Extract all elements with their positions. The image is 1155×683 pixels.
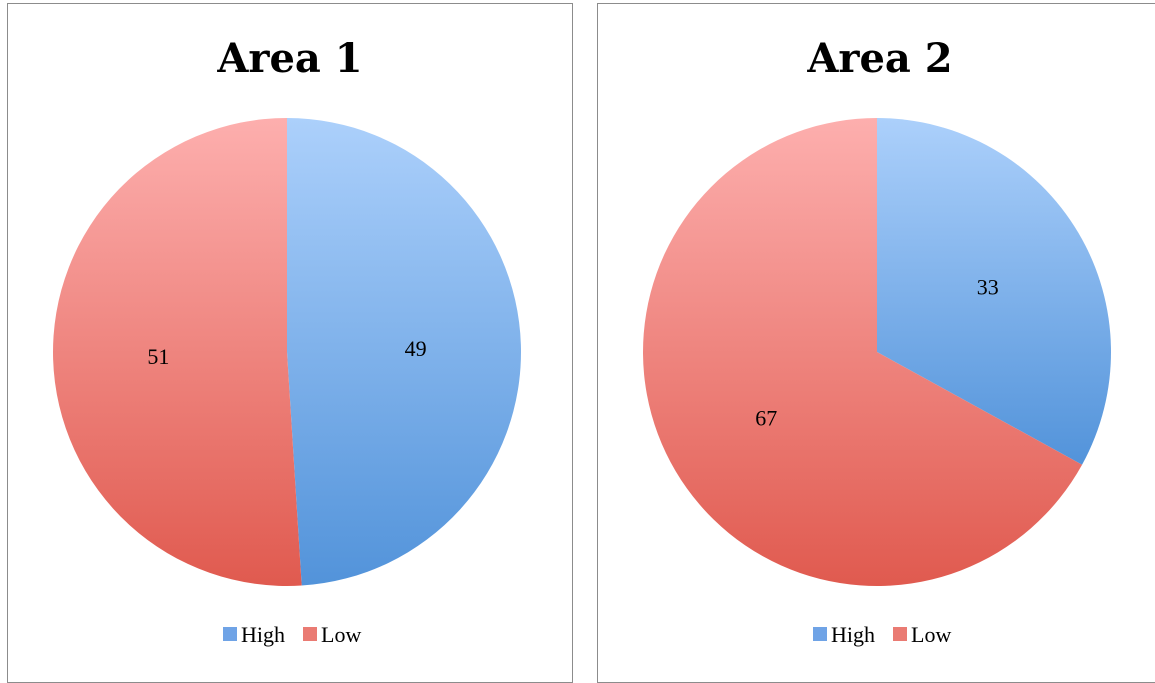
legend-label-high: High [831,622,875,647]
pie-slice-high [287,118,522,586]
pie-slice-low [53,118,302,586]
legend-swatch-high [223,627,237,641]
chart-title: Area 2 [806,35,952,82]
data-label-high: 49 [405,336,427,361]
pie-chart-area-2: Area 2 33 67 High Low [643,35,1111,647]
legend-swatch-low [893,627,907,641]
pie-chart-area-1: Area 1 49 51 High Low [53,35,522,647]
legend-label-high: High [241,622,285,647]
pie-slice-high [877,118,1111,465]
data-label-high: 33 [977,274,999,299]
chart-panel-area-2: Area 2 33 67 High Low [597,3,1155,683]
pie-slice-low [643,118,1083,586]
legend-label-low: Low [911,622,951,647]
legend: High Low [813,622,951,647]
legend: High Low [223,622,361,647]
legend-label-low: Low [321,622,361,647]
data-label-low: 67 [755,406,777,431]
data-label-low: 51 [147,344,169,369]
legend-swatch-low [303,627,317,641]
chart-title: Area 1 [216,35,362,82]
chart-panel-area-1: Area 1 49 51 High Low [7,3,573,683]
legend-swatch-high [813,627,827,641]
